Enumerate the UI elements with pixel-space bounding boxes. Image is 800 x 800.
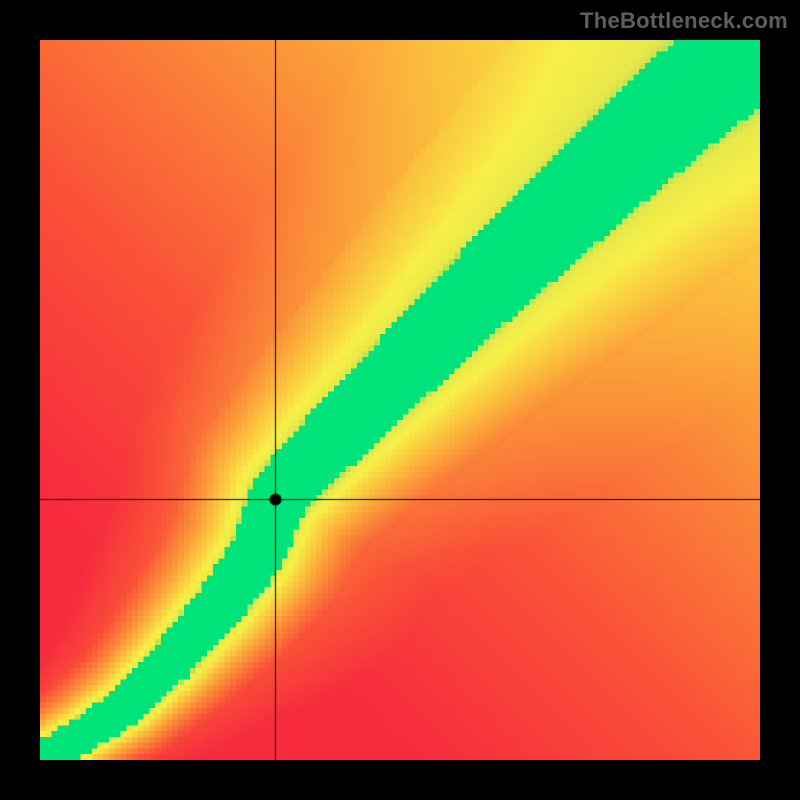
plot-area [40, 40, 760, 760]
crosshair-overlay [40, 40, 760, 760]
watermark-text: TheBottleneck.com [580, 8, 788, 34]
chart-frame: TheBottleneck.com [0, 0, 800, 800]
